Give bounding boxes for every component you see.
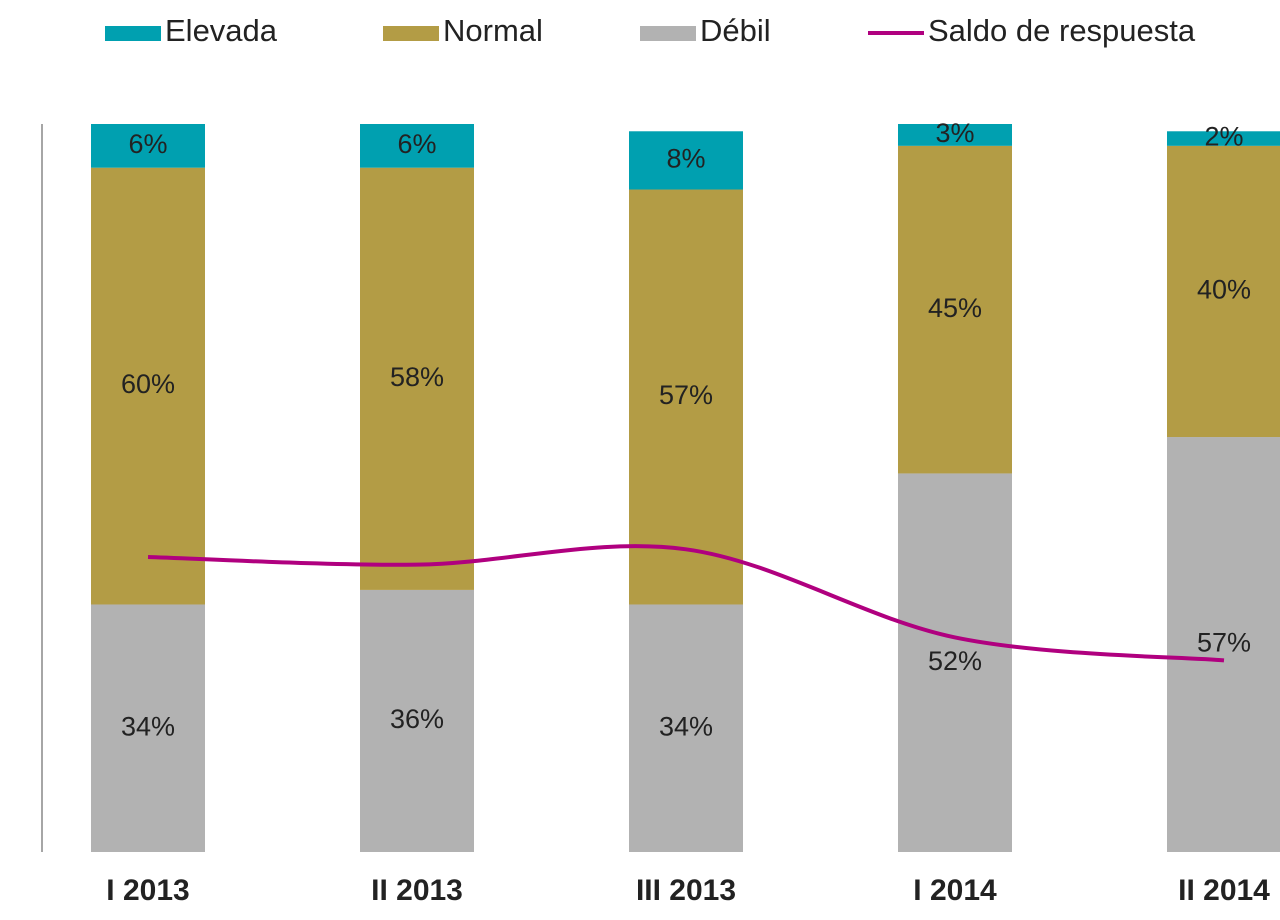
- bar-segment: [629, 189, 743, 605]
- x-tick-label: I 2014: [913, 874, 997, 907]
- bar-segment: [91, 124, 205, 168]
- bar-segment: [898, 124, 1012, 146]
- data-label: 57%: [1197, 628, 1251, 658]
- data-label: 34%: [121, 711, 175, 741]
- data-label: 6%: [397, 129, 436, 159]
- bar-segment: [1167, 131, 1280, 146]
- data-label: 60%: [121, 369, 175, 399]
- data-label: 2%: [1204, 122, 1243, 152]
- legend-label: Saldo de respuesta: [928, 13, 1196, 48]
- bar-segment: [91, 167, 205, 605]
- bar-segment: [360, 589, 474, 852]
- bar-segment: [91, 604, 205, 852]
- x-tick-label: III 2013: [636, 874, 736, 907]
- data-label: 8%: [666, 144, 705, 174]
- x-tick-label: II 2014: [1178, 874, 1270, 907]
- legend-swatch: [383, 26, 439, 41]
- bar-segment: [898, 145, 1012, 474]
- x-tick-label: I 2013: [106, 874, 189, 907]
- legend-label: Elevada: [165, 13, 278, 48]
- data-label: 58%: [390, 362, 444, 392]
- legend-label: Débil: [700, 13, 771, 48]
- data-label: 45%: [928, 293, 982, 323]
- legend-swatch: [640, 26, 696, 41]
- data-label: 40%: [1197, 275, 1251, 305]
- bar-segment: [360, 167, 474, 590]
- legend-swatch: [105, 26, 161, 41]
- data-label: 57%: [659, 380, 713, 410]
- data-label: 34%: [659, 711, 713, 741]
- x-tick-label: II 2013: [371, 874, 463, 907]
- bar-segment: [1167, 145, 1280, 438]
- bar-segment: [898, 473, 1012, 852]
- bar-segment: [629, 131, 743, 190]
- legend-label: Normal: [443, 13, 543, 48]
- data-label: 36%: [390, 704, 444, 734]
- line-series: [147, 544, 1225, 663]
- bar-segment: [629, 604, 743, 852]
- bar-segment: [360, 124, 474, 168]
- data-label: 3%: [935, 118, 974, 148]
- data-label: 52%: [928, 646, 982, 676]
- data-label: 6%: [128, 129, 167, 159]
- bar-segment: [1167, 437, 1280, 852]
